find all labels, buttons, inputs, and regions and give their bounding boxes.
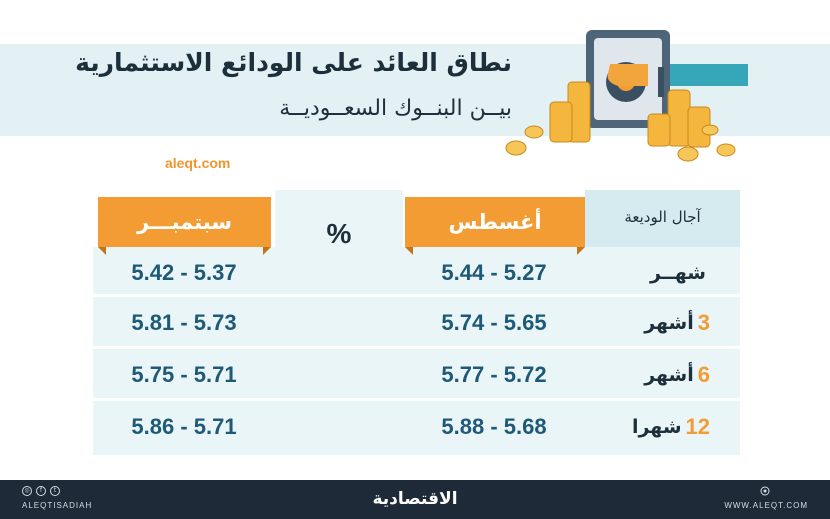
term-label: 6 أشهر xyxy=(585,349,740,401)
brand-logo-text: الاقتصادية xyxy=(372,489,458,509)
term-text: شهرا xyxy=(631,416,682,438)
site-link[interactable]: aleqt.com xyxy=(165,155,231,171)
september-header: سبتمبـــر xyxy=(98,197,271,255)
term-label: 12 شهرا xyxy=(585,401,740,453)
term-text: أشهر xyxy=(644,312,694,334)
term-column xyxy=(585,190,740,455)
footer-bar: ◎ f t ALEQTISADIAH الاقتصادية WWW.ALEQT.… xyxy=(0,480,830,519)
rates-table: سبتمبـــر أغسطس % آجال الوديعة 5.42 - 5.… xyxy=(93,190,740,455)
facebook-icon[interactable]: f xyxy=(36,486,46,496)
term-label: 3 أشهر xyxy=(585,297,740,349)
term-number: 6 xyxy=(697,362,710,387)
term-number: 3 xyxy=(697,310,710,335)
sleeve-shape xyxy=(648,64,748,86)
row-divider xyxy=(93,398,740,401)
august-column xyxy=(403,247,585,455)
row-divider xyxy=(93,294,740,297)
term-text: أشهر xyxy=(644,364,694,386)
website-link[interactable]: WWW.ALEQT.COM xyxy=(724,501,808,510)
safe-coins-illustration xyxy=(505,30,748,162)
term-header-cell xyxy=(585,190,740,247)
social-handle[interactable]: ALEQTISADIAH xyxy=(22,501,93,510)
term-text: شهــر xyxy=(649,262,706,284)
september-column xyxy=(93,247,275,455)
september-value: 5.81 - 5.73 xyxy=(131,310,237,335)
august-header: أغسطس xyxy=(405,197,585,255)
september-value: 5.75 - 5.71 xyxy=(131,362,237,387)
term-number: 12 xyxy=(685,414,710,439)
august-value: 5.88 - 5.68 xyxy=(441,414,547,439)
percent-unit: % xyxy=(326,218,352,249)
september-value: 5.42 - 5.37 xyxy=(131,260,237,285)
row-divider xyxy=(93,346,740,349)
globe-icon xyxy=(760,486,770,496)
august-value: 5.77 - 5.72 xyxy=(441,362,547,387)
september-value: 5.86 - 5.71 xyxy=(131,414,237,439)
unit-column xyxy=(275,190,403,455)
social-icons: ◎ f t xyxy=(22,486,60,496)
august-value: 5.74 - 5.65 xyxy=(441,310,547,335)
twitter-icon[interactable]: t xyxy=(50,486,60,496)
page-title: نطاق العائد على الودائع الاستثمارية xyxy=(75,48,512,77)
august-value: 5.44 - 5.27 xyxy=(441,260,547,285)
hand-shape xyxy=(607,64,648,86)
page-subtitle: بيــن البنــوك السعــوديــة xyxy=(279,96,512,121)
instagram-icon[interactable]: ◎ xyxy=(22,486,32,496)
term-header: آجال الوديعة xyxy=(624,208,701,226)
term-label: شهــر xyxy=(585,247,740,299)
